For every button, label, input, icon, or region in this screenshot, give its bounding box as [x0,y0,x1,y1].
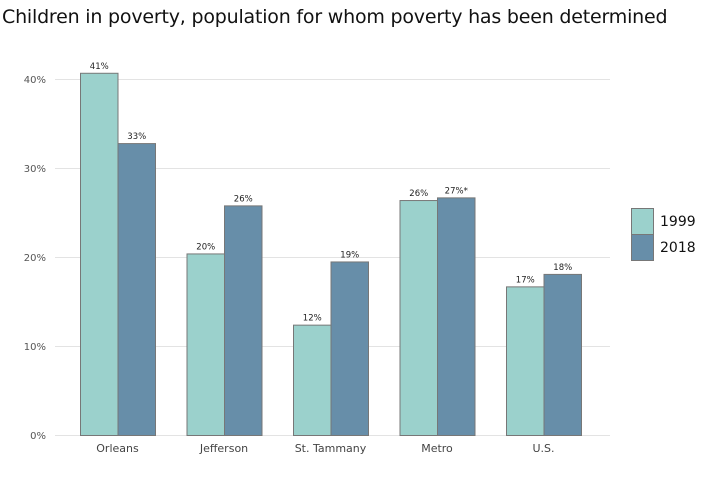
x-category-label: Jefferson [199,442,248,455]
bar-1999-metro [399,200,438,436]
data-label: 27%* [445,186,468,196]
legend-label-1999: 1999 [660,214,696,230]
y-tick-label: 20% [24,253,46,264]
y-tick-label: 40% [24,75,46,86]
data-label: 26% [234,194,253,204]
data-label: 17% [516,275,535,285]
y-axis-ticks: 0% 10% 20% 30% 40% [24,75,46,442]
data-label: 41% [90,62,109,72]
legend-label-2018: 2018 [660,240,696,256]
bar-2018-metro [437,197,476,436]
bar-1999-jefferson [186,253,225,436]
x-category-label: St. Tammany [295,442,367,455]
data-label: 20% [196,242,215,252]
legend: 1999 2018 [631,208,696,261]
y-tick-label: 30% [24,164,46,175]
x-axis-categories: Orleans Jefferson St. Tammany Metro U.S. [96,442,554,455]
y-tick-label: 10% [24,342,46,353]
bar-2018-orleans [117,143,156,437]
bar-1999-u-s- [506,286,545,436]
legend-swatch-2018 [631,234,654,261]
y-tick-label: 0% [30,431,46,442]
data-label: 26% [409,189,428,199]
bars [80,72,582,437]
data-labels: 41% 33% 20% 26% 12% 19% 26% 27%* 17% 18% [90,62,572,324]
bar-2018-st-tammany [330,261,369,437]
chart-title: Children in poverty, population for whom… [2,6,668,28]
bar-2018-jefferson [224,205,263,436]
bar-1999-orleans [80,72,119,437]
x-category-label: U.S. [532,442,554,455]
data-label: 19% [340,250,359,260]
data-label: 33% [127,132,146,142]
data-label: 12% [303,314,322,324]
bar-2018-u-s- [543,273,582,436]
legend-swatch-1999 [631,208,654,235]
x-category-label: Metro [421,442,453,455]
data-label: 18% [553,263,572,273]
x-category-label: Orleans [96,442,139,455]
bar-1999-st-tammany [293,324,332,437]
